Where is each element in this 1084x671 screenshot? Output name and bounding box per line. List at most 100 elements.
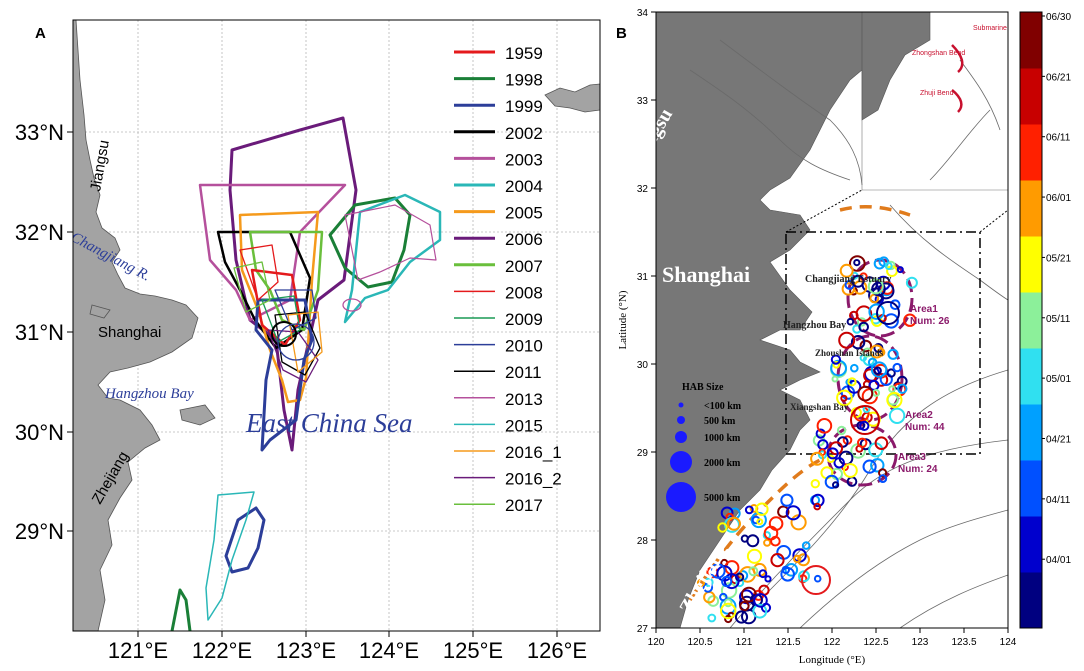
hab-dots xyxy=(696,255,918,625)
hab-dot xyxy=(873,257,886,270)
hab-dot xyxy=(727,516,741,531)
hab-dot xyxy=(888,407,906,424)
hab-dot xyxy=(740,534,749,543)
hab-dot xyxy=(905,276,918,289)
hab-dot xyxy=(878,468,888,478)
size-legend-circle xyxy=(678,402,684,408)
colorbar-segment xyxy=(1020,404,1042,461)
hab-dot xyxy=(801,541,811,550)
hab-dot xyxy=(716,565,733,582)
hab-dot xyxy=(853,259,861,267)
y-tick-label: 27 xyxy=(637,624,649,635)
area-labels: Area1 Num: 26 Area2 Num: 44 Area3 Num: 2… xyxy=(898,304,950,475)
legend-label: 2015 xyxy=(505,416,543,435)
hab-dot xyxy=(849,310,859,321)
hab-dot xyxy=(847,379,862,394)
colorbar-label: 05/01 xyxy=(1046,374,1071,385)
panel-b-x-ticks: 120 120.5 121 121.5 122 122.5 123 123.5 124 xyxy=(648,628,1017,648)
hab-dot xyxy=(756,518,764,526)
hab-dot xyxy=(889,299,901,311)
hab-dot xyxy=(785,505,801,521)
hab-dot xyxy=(870,361,888,378)
colorbar-segment xyxy=(1020,460,1042,517)
hab-dot xyxy=(852,280,868,295)
legend-label: 2004 xyxy=(505,177,543,196)
hab-dot xyxy=(903,313,917,327)
hab-dot xyxy=(735,578,745,588)
x-tick-label: 123.5 xyxy=(951,637,976,648)
hab-size-legend: HAB Size <100 km 500 km 1000 km 2000 km 5000… xyxy=(666,382,742,512)
panel-b-front-markers xyxy=(688,204,911,601)
hab-dot xyxy=(877,282,895,300)
hab-dot xyxy=(892,362,902,373)
y-tick-label: 33 xyxy=(637,96,649,107)
hab-dot xyxy=(870,458,885,473)
size-legend-title: HAB Size xyxy=(682,382,724,393)
label-b-zhoushan: Zhoushan Islands xyxy=(815,348,884,358)
label-hangzhou-bay: Hangzhou Bay xyxy=(104,386,194,402)
hab-dot xyxy=(707,595,720,607)
hab-dot xyxy=(744,505,754,515)
hab-dot xyxy=(896,266,904,274)
contour-1959 xyxy=(250,268,302,347)
hab-dot xyxy=(777,505,790,518)
inset-bend2: Zhuji Bend xyxy=(920,90,954,97)
contour-2003 xyxy=(198,183,347,322)
hab-dot xyxy=(836,425,847,436)
hab-dot xyxy=(810,479,820,489)
hab-dot xyxy=(780,493,794,507)
y-tick-label: 32 xyxy=(637,184,649,195)
size-legend-label: 500 km xyxy=(704,416,736,427)
hab-dot xyxy=(862,459,877,474)
hab-dot xyxy=(857,437,868,448)
panel-b-xlabel: Longitude (°E) xyxy=(799,654,866,666)
bloom-contours xyxy=(170,116,442,631)
colorbar-label: 06/11 xyxy=(1046,133,1071,144)
area3-name: Area3 xyxy=(898,452,926,463)
hab-dot xyxy=(720,582,738,599)
colorbar-segment xyxy=(1020,236,1042,293)
colorbar-segment xyxy=(1020,12,1042,69)
hab-dot xyxy=(784,563,799,577)
colorbar-label: 06/01 xyxy=(1046,193,1071,204)
lon-tick-label: 121°E xyxy=(108,638,168,663)
hab-dot xyxy=(857,385,874,402)
panel-a-land xyxy=(73,20,600,631)
legend-label: 2013 xyxy=(505,390,543,409)
legend-label: 1999 xyxy=(505,97,543,116)
hab-dot xyxy=(867,278,884,295)
label-b-changjiang: Changjiang Estuary xyxy=(805,274,891,285)
hab-dot xyxy=(826,447,839,460)
lat-tick-label: 29°N xyxy=(15,519,64,544)
y-tick-label: 34 xyxy=(637,8,649,19)
legend-label: 2011 xyxy=(505,363,542,382)
contour-2005 xyxy=(238,210,320,404)
contour-2016-1 xyxy=(287,311,323,373)
colorbar-label: 05/21 xyxy=(1046,253,1071,264)
hab-dot xyxy=(741,586,757,603)
hab-dot xyxy=(839,263,854,278)
hab-dot xyxy=(734,610,749,624)
contour-2010 xyxy=(274,289,317,331)
size-legend-circle xyxy=(670,451,692,473)
panel-a-lon-ticks: 121°E 122°E 123°E 124°E 125°E 126°E xyxy=(108,631,587,663)
hab-dot xyxy=(832,481,840,489)
panel-a-frame xyxy=(72,19,601,632)
size-legend-label: 1000 km xyxy=(704,433,741,444)
contour-2008 xyxy=(239,244,279,301)
size-legend-circle xyxy=(666,482,696,512)
hab-dot xyxy=(869,344,884,359)
panel-b-land xyxy=(656,12,1008,628)
panel-b-letter: B xyxy=(616,25,627,42)
legend-label: 2016_2 xyxy=(505,470,562,489)
contour-2011 xyxy=(274,311,321,376)
hab-dot xyxy=(717,522,728,533)
label-east-china-sea: East China Sea xyxy=(245,408,413,438)
hab-dot xyxy=(850,335,866,350)
lat-tick-label: 30°N xyxy=(15,420,64,445)
legend-label: 2010 xyxy=(505,337,543,356)
hab-dot xyxy=(896,375,908,387)
x-tick-label: 123 xyxy=(912,637,929,648)
hab-dot xyxy=(719,592,728,602)
hab-dot xyxy=(878,474,888,484)
